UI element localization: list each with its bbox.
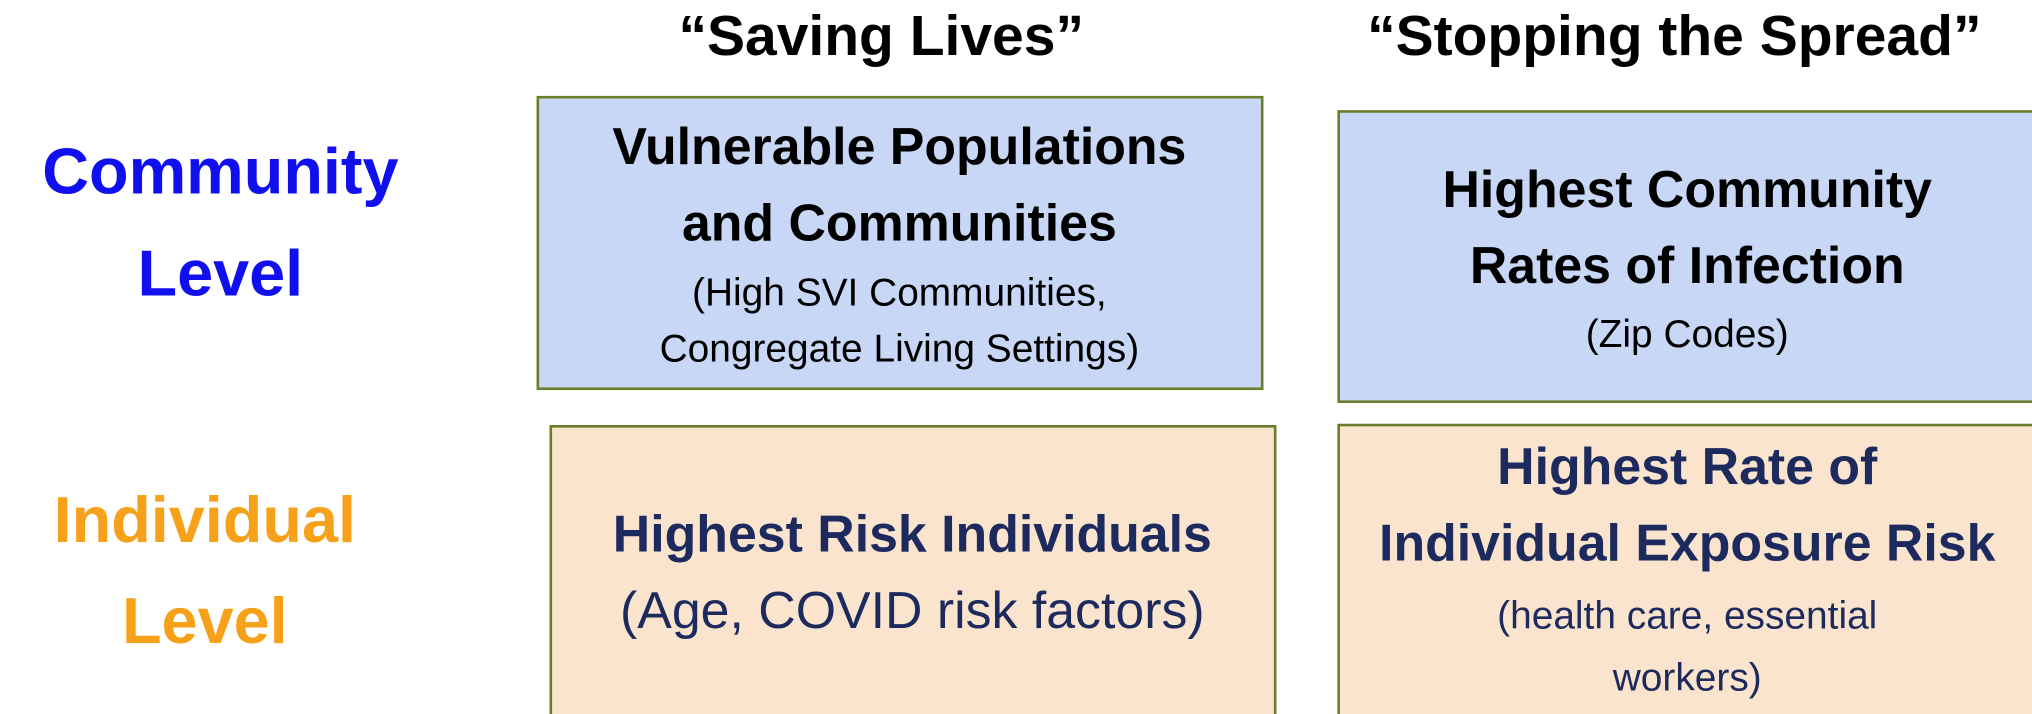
cell-detail: (Zip Codes) [1586, 313, 1789, 356]
cell-detail: Congregate Living Settings) [660, 327, 1140, 370]
cell-title: Individual Exposure Risk [1379, 514, 1996, 572]
cell-title: Highest Rate of [1497, 437, 1878, 495]
column-header: “Stopping the Spread” [1367, 4, 1981, 68]
row-label: Individual [54, 483, 356, 556]
cell-detail: (health care, essential [1497, 594, 1877, 637]
cell-title: Vulnerable Populations [612, 117, 1186, 175]
row-label: Level [122, 584, 288, 657]
cell-detail: (Age, COVID risk factors) [620, 581, 1205, 639]
cell-title: Highest Risk Individuals [613, 504, 1212, 562]
row-label: Community [42, 134, 398, 207]
cell-box [1337, 423, 2032, 714]
cell-box [1337, 110, 2032, 404]
cell-box [536, 95, 1264, 391]
cell-detail: workers) [1612, 657, 1762, 700]
cell-box [549, 425, 1277, 714]
row-label: Level [138, 237, 304, 310]
cell-title: and Communities [682, 193, 1117, 251]
cell-detail: (High SVI Communities, [692, 272, 1107, 315]
cell-title: Highest Community [1442, 160, 1932, 218]
cell-title: Rates of Infection [1470, 236, 1905, 294]
column-header: “Saving Lives” [678, 4, 1084, 68]
